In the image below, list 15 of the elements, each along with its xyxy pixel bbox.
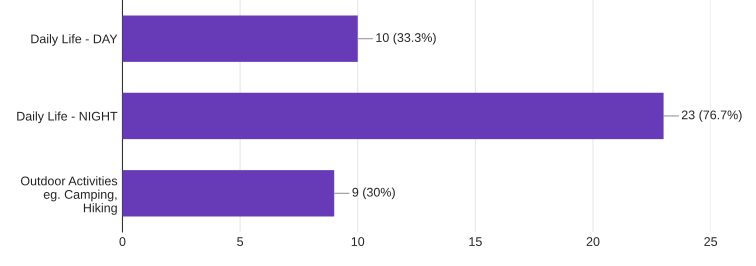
x-tick-label: 5 [237, 237, 244, 246]
x-tick-label: 20 [586, 237, 600, 246]
bar [122, 92, 664, 140]
x-tick-label: 25 [704, 237, 718, 246]
y-tick-label: Daily Life - NIGHT [17, 111, 118, 124]
x-tick-label: 15 [469, 237, 482, 246]
x-tick-label: 0 [119, 237, 126, 246]
data-label: 10 (33.3%) [376, 32, 436, 44]
data-label: 9 (30%) [352, 187, 395, 200]
bar [122, 170, 334, 216]
data-label: 23 (76.7%) [682, 110, 742, 122]
bar [122, 15, 358, 62]
y-tick-label: Outdoor Activities eg. Camping, Hiking [20, 176, 118, 215]
y-tick-label: Daily Life - DAY [31, 34, 118, 46]
x-tick-label: 10 [352, 237, 364, 246]
